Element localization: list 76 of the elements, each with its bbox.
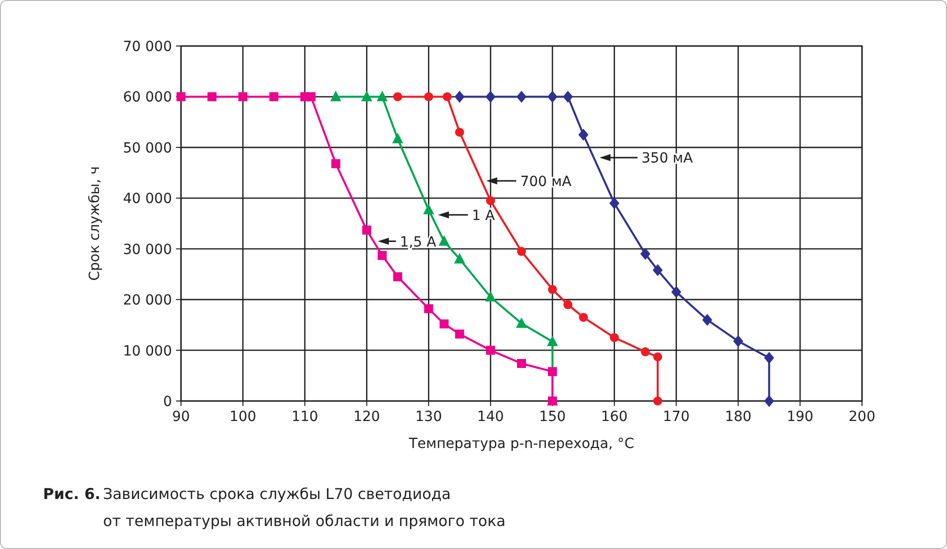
point: [516, 317, 527, 328]
point: [517, 358, 526, 368]
point: [653, 352, 662, 362]
point: [578, 312, 588, 322]
point: [653, 396, 662, 406]
point: [486, 346, 496, 355]
point: [547, 90, 558, 103]
point: [764, 395, 774, 407]
point: [764, 352, 774, 364]
point: [423, 204, 434, 214]
y-tick-label: 30 000: [123, 242, 172, 258]
x-tick-label: 130: [415, 409, 442, 425]
point: [486, 196, 496, 206]
point: [440, 319, 449, 328]
point: [702, 314, 712, 326]
point: [362, 226, 372, 235]
y-tick-label: 40 000: [123, 191, 172, 208]
x-tick-label: 120: [353, 409, 380, 425]
y-tick-label: 20 000: [123, 292, 172, 309]
x-tick-label: 200: [848, 409, 876, 425]
point: [207, 92, 216, 102]
point: [652, 264, 663, 276]
point: [548, 367, 557, 376]
point: [269, 92, 278, 102]
y-tick-label: 0: [163, 394, 172, 410]
point: [516, 90, 526, 103]
x-tick-label: 140: [477, 409, 504, 425]
point: [378, 250, 387, 260]
x-tick-label: 190: [786, 409, 814, 425]
point: [517, 246, 526, 256]
x-tick-label: 110: [291, 409, 318, 425]
point: [331, 159, 340, 168]
y-tick-label: 50 000: [123, 140, 172, 156]
point: [238, 92, 248, 102]
point: [376, 90, 388, 102]
point: [306, 92, 316, 102]
x-tick-label: 180: [724, 409, 752, 425]
point: [442, 92, 452, 102]
point: [438, 235, 450, 246]
x-tick-label: 90: [172, 409, 190, 425]
x-tick-label: 100: [230, 409, 256, 425]
point: [393, 272, 402, 282]
point: [393, 92, 402, 102]
point: [486, 90, 496, 103]
point: [671, 286, 682, 298]
point: [424, 304, 434, 314]
point: [578, 128, 588, 141]
text: от температуры активной области и прямого тока: [103, 512, 506, 530]
point: [454, 253, 466, 264]
point: [455, 330, 464, 339]
point: [733, 335, 744, 348]
point: [610, 333, 619, 342]
point: [640, 347, 650, 356]
y-tick-label: 10 000: [123, 343, 172, 360]
point: [361, 90, 372, 102]
point: [548, 284, 557, 294]
y-tick-label: 60 000: [123, 90, 172, 106]
point: [454, 90, 465, 103]
point: [546, 336, 558, 346]
point: [485, 291, 496, 302]
x-axis-title: Температура p-n-перехода, °C: [408, 436, 634, 452]
point: [640, 248, 650, 260]
point: [392, 132, 404, 144]
point: [609, 197, 620, 210]
point: [424, 92, 434, 102]
y-axis-title: Срок службы, ч: [87, 166, 103, 281]
x-tick-label: 150: [539, 409, 566, 425]
text: Рис. 6.: [43, 485, 100, 503]
text: Зависимость срока службы L70 светодиода: [103, 485, 451, 503]
x-tick-label: 160: [600, 409, 628, 425]
point: [562, 90, 573, 103]
point: [455, 128, 464, 137]
point: [563, 300, 572, 310]
x-tick-label: 170: [662, 409, 690, 425]
point: [330, 90, 342, 102]
y-tick-label: 70 000: [123, 39, 172, 55]
